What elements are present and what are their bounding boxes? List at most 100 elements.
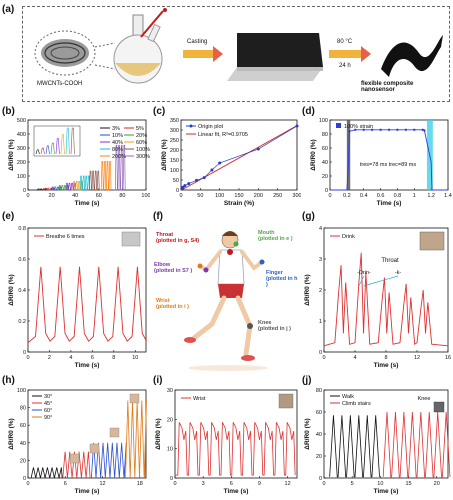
strain-100-line [330, 129, 448, 191]
finger-photo [69, 453, 80, 464]
knee-photo [433, 401, 445, 413]
strain-point [387, 128, 391, 131]
y-tick-label: 350 [170, 118, 179, 124]
angle-45°-line [62, 451, 91, 479]
y-axis-label: ΔR/R0 (%) [310, 139, 317, 170]
y-axis-label: ΔR/R0 (%) [8, 139, 15, 170]
x-tick-label: 10 [377, 481, 383, 487]
x-tick-label: 6 [230, 481, 233, 487]
origin-point [202, 176, 206, 180]
breath-photo [121, 231, 141, 247]
finger-photo [109, 427, 120, 438]
drin-annotation: -Drin- [357, 270, 371, 276]
strain-point [396, 128, 399, 131]
x-tick-label: 20 [49, 193, 55, 199]
strain-point [348, 130, 351, 133]
panel-label-c: (c) [153, 106, 166, 117]
panel-label-h: (h) [2, 375, 15, 386]
y-tick-label: 0 [170, 476, 173, 482]
drink-line [323, 252, 449, 347]
y-axis-label: ΔR/R0 (%) [304, 274, 311, 305]
label-mouth: Mouth (plotted in e ) [258, 230, 293, 242]
x-tick-label: 80 [119, 193, 125, 199]
runner-illustration: Throat (plotted in g, S4) Mouth (plotted i… [154, 212, 300, 372]
x-tick-label: 2 [48, 355, 51, 361]
chart-i: 0 3 6 9 12 0 10 20 30 Time (s) ΔR/R0 (%) Wrist [155, 388, 298, 495]
series-40%-line [64, 182, 76, 191]
x-tick-label: 0.2 [343, 193, 351, 199]
origin-point [210, 168, 214, 172]
chart-h: 0 6 12 18 0 20 40 60 80 100 Time (s) ΔR/R0 (%) 30°45… [8, 388, 147, 495]
panel-label-d: (d) [302, 106, 315, 117]
y-tick-label: 0.4 [18, 288, 26, 294]
finger-photo [129, 393, 140, 404]
x-tick-label: 8 [384, 355, 387, 361]
strain-point [423, 129, 426, 132]
y-axis-label: ΔR/R0 (%) [8, 418, 15, 449]
x-axis-label: Time (s) [75, 488, 100, 495]
inset-series-3% [35, 149, 40, 155]
y-tick-label: 20 [167, 417, 173, 423]
legend-angle-45°-label: 45° [44, 401, 52, 407]
wrist-line [175, 422, 296, 476]
x-tick-label: 300 [292, 193, 301, 199]
y-tick-label: 0 [325, 188, 328, 194]
x-tick-label: 0 [173, 481, 176, 487]
x-tick-label: 200 [254, 193, 263, 199]
legend-Walk-label: Walk [342, 394, 354, 400]
legend-200%-label: 200% [112, 154, 126, 160]
schematic-drawing [34, 8, 443, 84]
panel-label-b: (b) [2, 106, 15, 117]
x-tick-label: 12 [285, 481, 291, 487]
y-tick-label: 20 [316, 454, 322, 460]
y-tick-label: 10 [167, 447, 173, 453]
label-wrist: Wrist (plotted in i ) [156, 298, 189, 310]
strain-point [354, 128, 357, 131]
x-tick-label: 8 [112, 355, 115, 361]
x-axis-label: Strain (%) [224, 200, 254, 207]
panel-label-f: (f) [153, 211, 163, 222]
y-tick-label: 0 [176, 188, 179, 194]
x-tick-label: 1.2 [427, 193, 435, 199]
inset-series-40% [55, 138, 60, 155]
y-tick-label: 80 [322, 132, 328, 138]
x-tick-label: 16 [445, 355, 451, 361]
panel-label-a: (a) [2, 4, 15, 15]
y-tick-label: 0.2 [18, 319, 26, 325]
k-annotation: -k- [395, 270, 402, 276]
y-tick-label: 0 [23, 188, 26, 194]
y-tick-label: 250 [170, 138, 179, 144]
flexible-sensor-shape [381, 35, 443, 77]
y-tick-label: 0.8 [18, 226, 26, 232]
x-tick-label: 6 [64, 481, 67, 487]
y-axis-label: ΔR/R0 (%) [8, 274, 15, 305]
x-tick-label: 0 [322, 355, 325, 361]
legend-10%-label: 10% [112, 133, 123, 139]
legend-drink-label: Drink [342, 234, 355, 240]
x-axis-label: Time (s) [374, 488, 399, 495]
y-axis-label: ΔR/R0 (%) [155, 418, 162, 449]
chart-c: 0 50 100 150 200 250 300 0 50 100 150 200 250 300 350 S… [161, 118, 301, 207]
inset-series-10% [45, 145, 50, 155]
y-tick-label: 50 [173, 178, 179, 184]
y-tick-label: 0 [23, 476, 26, 482]
x-tick-label: 1 [413, 193, 416, 199]
x-axis-label: Time (s) [75, 200, 100, 207]
legend-300%-label: 300% [136, 154, 150, 160]
y-tick-label: 150 [170, 158, 179, 164]
x-tick-label: 0 [328, 193, 331, 199]
legend-angle-30°-label: 30° [44, 394, 52, 400]
y-tick-label: 500 [17, 118, 26, 124]
y-tick-label: 40 [20, 441, 26, 447]
y-tick-label: 0.6 [18, 257, 26, 263]
throat-annotation: Throat [381, 258, 399, 264]
chart-b: 0 20 40 60 80 100 0 100 200 300 400 500 Time (s) ΔR/R… [8, 118, 150, 207]
x-tick-label: 100 [141, 193, 150, 199]
angle-30°-line [30, 467, 63, 479]
x-tick-label: 20 [434, 481, 440, 487]
x-tick-label: 100 [215, 193, 224, 199]
legend-3%-label: 3% [112, 126, 120, 132]
x-tick-label: 6 [91, 355, 94, 361]
nanotube-bundle [34, 30, 116, 76]
arrow-curing [329, 46, 371, 62]
